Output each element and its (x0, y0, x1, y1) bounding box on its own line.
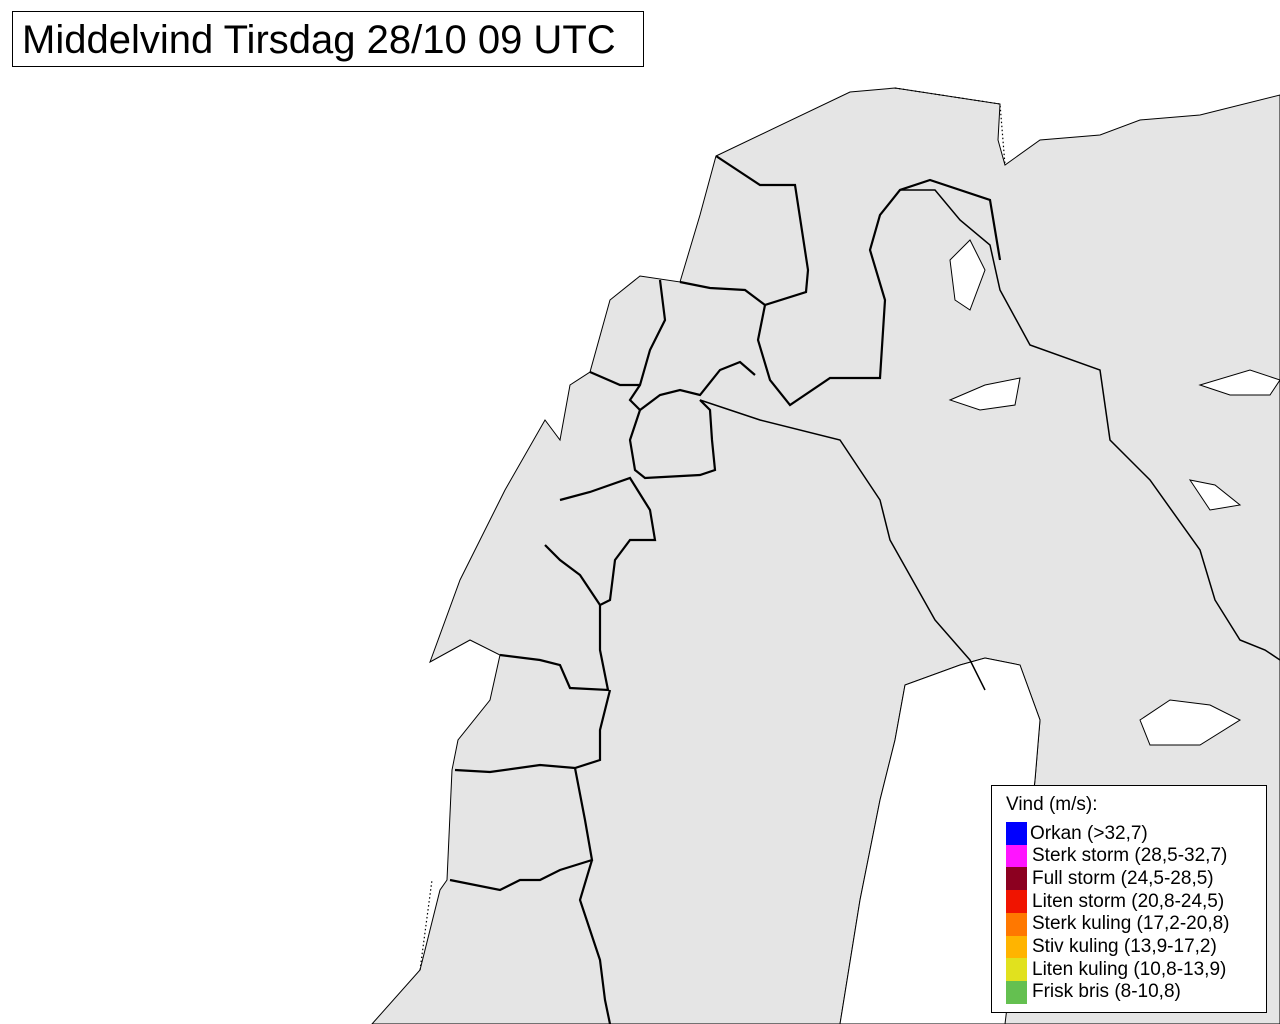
legend-item: Frisk bris (8-10,8) (1006, 980, 1181, 1004)
legend-item: Full storm (24,5-28,5) (1006, 867, 1214, 891)
legend-item: Liten kuling (10,8-13,9) (1006, 958, 1227, 982)
legend-label: Liten storm (20,8-24,5) (1032, 890, 1225, 912)
wind-legend: Vind (m/s): Orkan (>32,7) Sterk storm (28… (991, 785, 1267, 1013)
legend-swatch (1006, 867, 1027, 891)
county-borders (449, 155, 1002, 1024)
legend-label: Orkan (>32,7) (1030, 822, 1148, 844)
coast-dotted-border (419, 87, 1006, 971)
legend-swatch (1006, 912, 1027, 936)
national-borders (699, 189, 1280, 691)
legend-swatch (1006, 980, 1027, 1004)
legend-swatch (1006, 844, 1027, 868)
legend-label: Full storm (24,5-28,5) (1032, 867, 1214, 889)
legend-label: Frisk bris (8-10,8) (1032, 981, 1181, 1003)
legend-swatch (1006, 935, 1027, 959)
legend-label: Sterk storm (28,5-32,7) (1032, 845, 1228, 867)
legend-swatch (1006, 890, 1027, 914)
legend-item: Liten storm (20,8-24,5) (1006, 890, 1225, 914)
legend-item: Orkan (>32,7) (1006, 822, 1148, 845)
legend-item: Sterk kuling (17,2-20,8) (1006, 912, 1230, 936)
lakes (948, 239, 1280, 746)
legend-title: Vind (m/s): (1006, 794, 1098, 815)
legend-swatch (1006, 822, 1027, 845)
gulf-of-bothnia (839, 657, 1041, 1024)
map-title: Middelvind Tirsdag 28/10 09 UTC (12, 11, 644, 67)
legend-item: Sterk storm (28,5-32,7) (1006, 844, 1228, 868)
legend-label: Stiv kuling (13,9-17,2) (1032, 936, 1217, 957)
legend-item: Stiv kuling (13,9-17,2) (1006, 935, 1217, 959)
legend-label: Liten kuling (10,8-13,9) (1032, 958, 1227, 980)
legend-swatch (1006, 958, 1027, 982)
legend-label: Sterk kuling (17,2-20,8) (1032, 913, 1230, 935)
